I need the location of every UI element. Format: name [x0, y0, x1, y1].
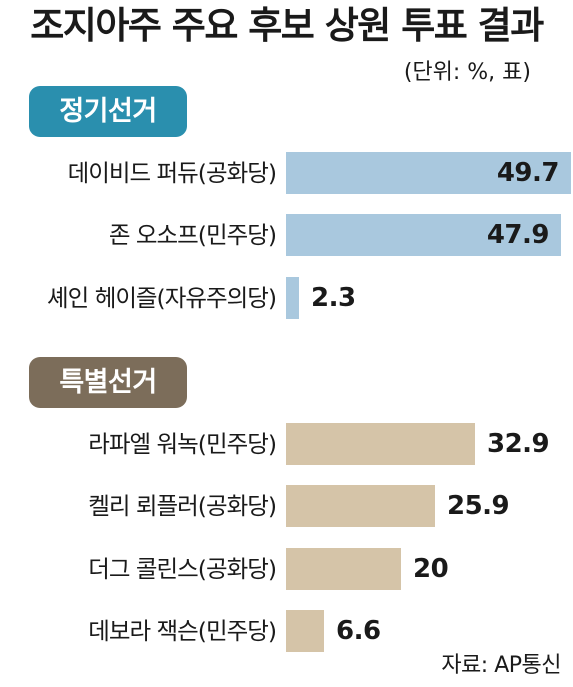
value-label: 25.9 — [447, 491, 510, 521]
group-label-special-election: 특별선거 — [29, 357, 187, 408]
candidate-label: 라파엘 워녹(민주당) — [88, 430, 277, 458]
bar — [286, 423, 475, 465]
value-label: 47.9 — [486, 220, 550, 250]
value-label: 20 — [413, 554, 449, 584]
bar — [286, 277, 299, 319]
unit-label: (단위: %, 표) — [403, 60, 531, 85]
value-label: 6.6 — [336, 616, 381, 646]
value-label: 2.3 — [311, 283, 356, 313]
bar — [286, 485, 435, 527]
candidate-label: 셰인 헤이즐(자유주의당) — [46, 284, 277, 312]
group-label-regular-election: 정기선거 — [29, 86, 187, 137]
candidate-label: 데이비드 퍼듀(공화당) — [67, 159, 277, 187]
bar — [286, 610, 324, 652]
bar — [286, 214, 561, 256]
candidate-label: 데보라 잭슨(민주당) — [88, 617, 277, 645]
bar — [286, 548, 401, 590]
candidate-label: 더그 콜린스(공화당) — [88, 555, 277, 583]
chart-title: 조지아주 주요 후보 상원 투표 결과 — [30, 4, 544, 47]
candidate-label: 켈리 뢰플러(공화당) — [88, 492, 277, 520]
candidate-label: 존 오소프(민주당) — [108, 221, 277, 249]
value-label: 32.9 — [487, 429, 550, 459]
source-note: 자료: AP통신 — [441, 653, 561, 678]
value-label: 49.7 — [496, 158, 560, 188]
bar — [286, 152, 571, 194]
